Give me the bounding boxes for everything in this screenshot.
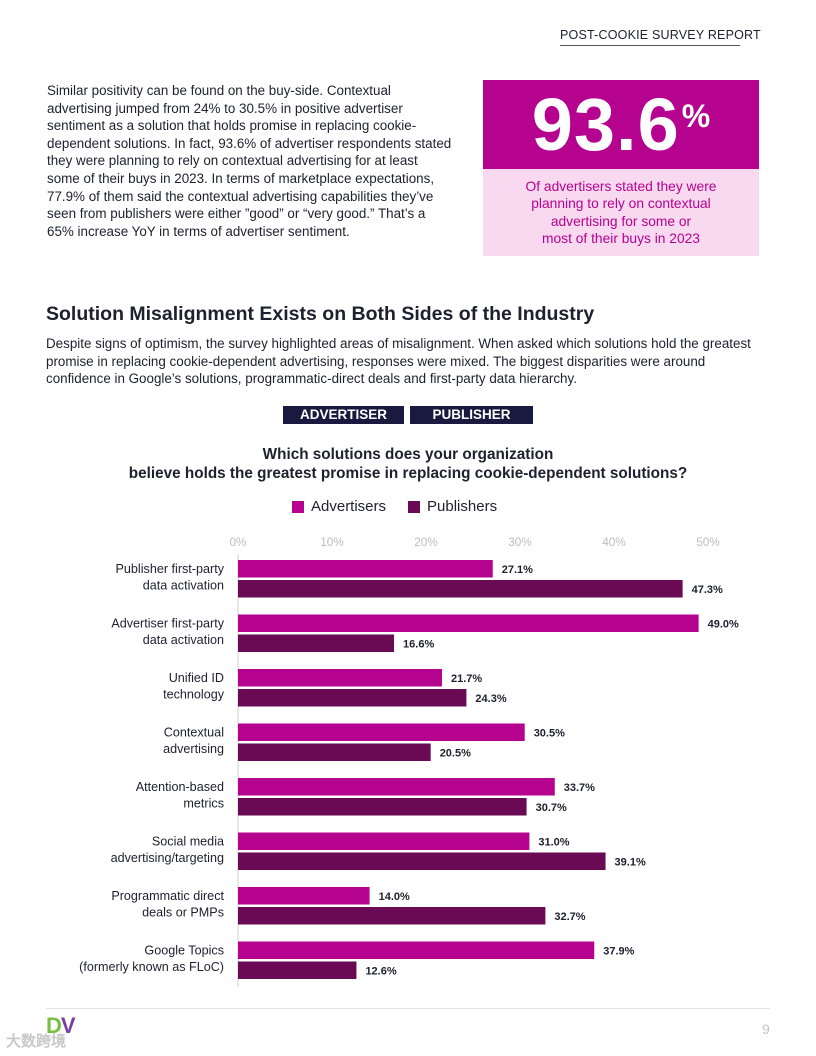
stat-value: 93.6	[531, 82, 680, 166]
value-label-publishers: 20.5%	[440, 747, 471, 759]
x-tick-label: 40%	[602, 535, 626, 549]
bar-publishers	[238, 634, 395, 652]
brand-logo: DV	[46, 1013, 76, 1039]
chart-legend: Advertisers Publishers	[292, 498, 519, 515]
category-label-line: technology	[163, 688, 225, 702]
value-label-publishers: 39.1%	[615, 856, 646, 868]
category-label: Publisher first-party data activation	[116, 562, 225, 593]
category-label-line: Google Topics	[144, 944, 224, 958]
stat-value-panel: 93.6 %	[483, 80, 759, 169]
page-number: 9	[762, 1021, 770, 1037]
category-label-line: advertising	[163, 742, 224, 756]
category-label-line: deals or PMPs	[142, 906, 224, 920]
legend-swatch-publishers	[408, 500, 421, 513]
stat-caption: Of advertisers stated they were planning…	[483, 169, 759, 256]
legend-swatch-advertisers	[292, 500, 304, 513]
category-label-line: Social media	[152, 835, 224, 849]
x-tick-label: 10%	[320, 535, 344, 549]
legend-item-advertisers: Advertisers	[292, 498, 386, 515]
value-label-advertisers: 21.7%	[451, 673, 482, 685]
value-label-advertisers: 49.0%	[708, 618, 739, 630]
category-label: Advertiser first-party data activation	[111, 617, 224, 648]
value-label-publishers: 47.3%	[692, 584, 723, 596]
report-title: POST-COOKIE SURVEY REPORT	[560, 28, 761, 46]
value-label-publishers: 30.7%	[536, 802, 567, 814]
bar-chart: 0% 10% 20% 30% 40% 50% Publisher first-party da…	[79, 535, 739, 987]
category-label: Attention-based metrics	[136, 780, 224, 811]
stat-caption-line: planning to rely on contextual	[531, 196, 711, 211]
legend-item-publishers: Publishers	[408, 498, 497, 515]
category-label-line: data activation	[143, 579, 224, 593]
bar-advertisers	[238, 778, 555, 796]
category-label-line: (formerly known as FLoC)	[79, 960, 224, 974]
category-label-line: advertising/targeting	[111, 851, 224, 865]
category-label-line: Publisher first-party	[116, 562, 225, 576]
x-tick-label: 0%	[229, 535, 247, 549]
bar-advertisers	[238, 560, 493, 578]
x-tick-label: 20%	[414, 535, 438, 549]
value-label-advertisers: 14.0%	[379, 891, 410, 903]
value-label-publishers: 32.7%	[554, 911, 585, 923]
stat-unit: %	[681, 98, 711, 134]
logo-letter-d: D	[46, 1013, 62, 1038]
section-body: Despite signs of optimism, the survey hi…	[46, 336, 751, 387]
bar-publishers	[238, 907, 546, 925]
stat-caption-line: Of advertisers stated they were	[525, 178, 717, 194]
section-heading: Solution Misalignment Exists on Both Sid…	[46, 303, 595, 325]
chart-title-line: believe holds the greatest promise in re…	[128, 464, 688, 482]
bar-publishers	[238, 798, 527, 816]
stat-caption-line: most of their buys in 2023	[542, 231, 700, 246]
value-label-publishers: 16.6%	[403, 638, 434, 650]
bar-advertisers	[238, 669, 442, 687]
value-label-publishers: 12.6%	[365, 965, 396, 977]
category-label-line: Contextual	[164, 726, 224, 740]
bar-advertisers	[238, 887, 370, 905]
x-tick-label: 50%	[696, 535, 720, 549]
bar-publishers	[238, 689, 467, 707]
value-label-advertisers: 30.5%	[534, 727, 565, 739]
bar-publishers	[238, 743, 431, 761]
category-label: Social media advertising/targeting	[111, 835, 224, 866]
category-label: Unified ID technology	[163, 671, 225, 702]
bar-publishers	[238, 580, 683, 598]
value-label-advertisers: 33.7%	[564, 782, 595, 794]
bar-publishers	[238, 852, 606, 870]
category-label-line: Programmatic direct	[111, 889, 224, 903]
bar-advertisers	[238, 832, 530, 850]
value-label-advertisers: 37.9%	[603, 945, 634, 957]
value-label-advertisers: 31.0%	[538, 836, 569, 848]
legend-label-publishers: Publishers	[427, 498, 498, 515]
footer-divider	[46, 1008, 770, 1009]
stat-callout: 93.6 % Of advertisers stated they were p…	[483, 80, 759, 256]
category-label: Google Topics (formerly known as FLoC)	[79, 944, 224, 975]
category-label-line: Advertiser first-party	[111, 617, 224, 631]
bar-publishers	[238, 961, 357, 979]
bar-advertisers	[238, 614, 699, 632]
stat-caption-line: advertising for some or	[550, 213, 692, 229]
x-tick-label: 30%	[508, 535, 532, 549]
intro-paragraph: Similar positivity can be found on the b…	[47, 83, 452, 239]
tab-advertiser[interactable]: ADVERTISER	[283, 406, 404, 424]
category-label: Programmatic direct deals or PMPs	[111, 889, 224, 920]
legend-label-advertisers: Advertisers	[311, 498, 387, 515]
bar-advertisers	[238, 941, 595, 959]
tab-publisher[interactable]: PUBLISHER	[410, 406, 533, 424]
logo-letter-v: V	[60, 1013, 76, 1038]
chart-title: Which solutions does your organization b…	[0, 446, 816, 483]
watermark: 大数跨境	[6, 1033, 67, 1050]
value-label-publishers: 24.3%	[475, 693, 506, 705]
value-label-advertisers: 27.1%	[502, 564, 533, 576]
category-label-line: Unified ID	[169, 671, 224, 685]
category-label: Contextual advertising	[163, 726, 224, 757]
category-label-line: Attention-based	[136, 780, 224, 794]
category-label-line: data activation	[143, 633, 224, 647]
bar-advertisers	[238, 723, 525, 741]
category-label-line: metrics	[183, 797, 224, 811]
chart-title-line: Which solutions does your organization	[262, 446, 554, 463]
